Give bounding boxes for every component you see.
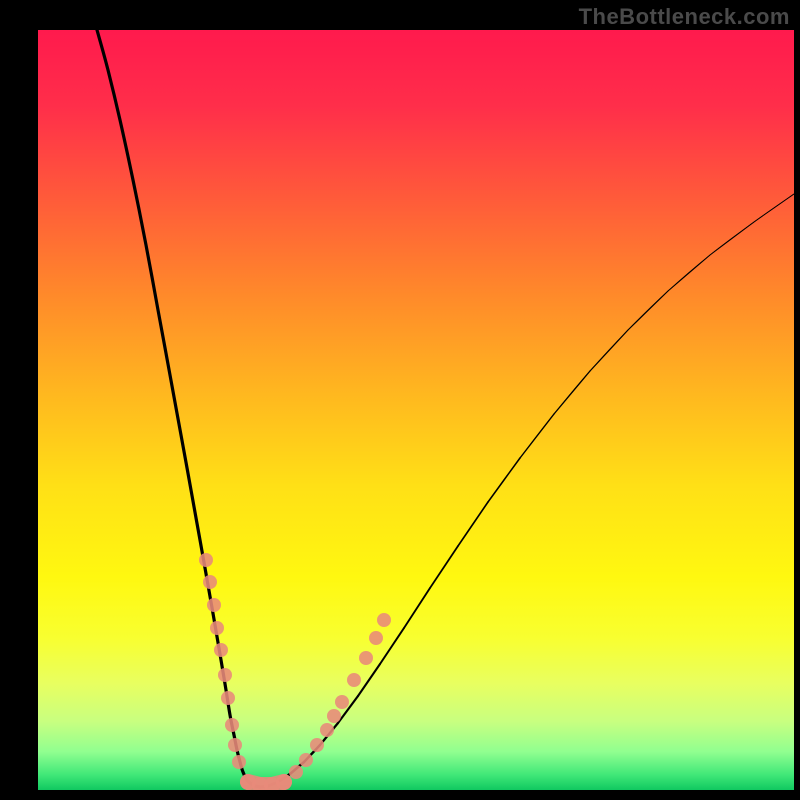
chart-svg xyxy=(38,30,794,790)
chart-background xyxy=(38,30,794,790)
watermark-text: TheBottleneck.com xyxy=(579,4,790,30)
chart-area xyxy=(38,30,794,790)
